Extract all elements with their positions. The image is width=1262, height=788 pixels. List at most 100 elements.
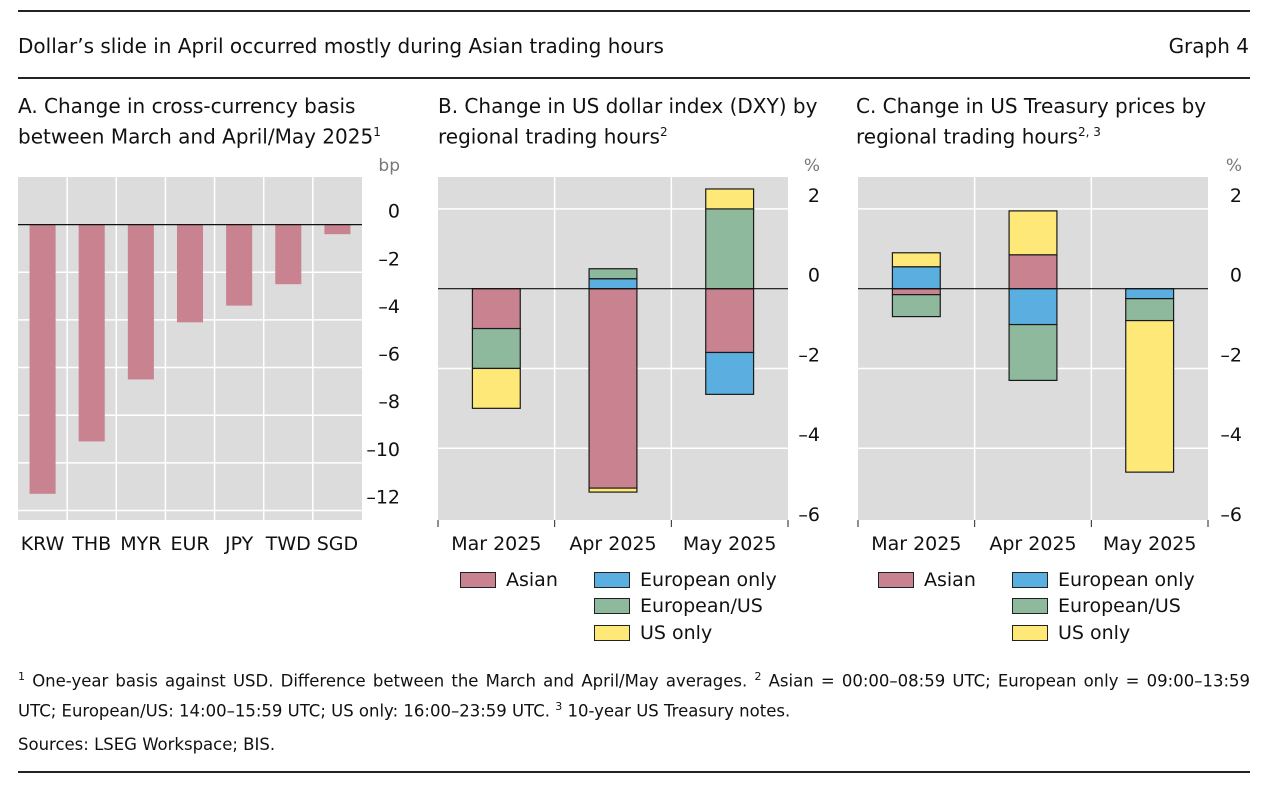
x-category-label: Apr 2025 [989, 533, 1076, 555]
legend-swatch-european-us [1012, 598, 1048, 614]
y-tick-label: –12 [366, 486, 400, 508]
header-rule [18, 77, 1250, 79]
unit-label: bp [378, 156, 400, 176]
legend-b-european-only: European only [594, 569, 777, 591]
legend-label: US only [1058, 622, 1131, 644]
bar-segment-european_us-3 [1125, 298, 1175, 322]
footnote-2: Asian = 00:00–08:59 UTC; European only =… [18, 671, 1251, 721]
x-category-label: MYR [120, 533, 161, 555]
footnote-1-marker: 1 [18, 670, 25, 683]
x-category-label: Mar 2025 [871, 533, 961, 555]
legend-c-us-only: US only [1012, 622, 1130, 644]
legend-swatch-us-only [1012, 625, 1048, 641]
bar-segment-european_only-2 [1008, 288, 1058, 326]
footnote-3: 10-year US Treasury notes. [567, 701, 791, 720]
y-tick-label: 2 [808, 185, 820, 207]
x-category-label: EUR [170, 533, 209, 555]
x-category-label: TWD [265, 533, 311, 555]
legend-label: European only [640, 569, 777, 591]
panel-a-title-text: A. Change in cross-currency basis betwee… [18, 94, 374, 149]
legend-swatch-asian [878, 572, 914, 588]
y-tick-label: –6 [798, 504, 820, 526]
unit-label: % [1226, 156, 1242, 176]
panel-c-footnote-ref: 2, 3 [1077, 125, 1101, 139]
legend-swatch-asian [460, 572, 496, 588]
bar-segment-european_us-2 [588, 268, 638, 280]
bar-segment-european_only-1 [891, 266, 941, 290]
x-category-label: May 2025 [1103, 533, 1197, 555]
y-tick-label: –4 [798, 424, 820, 446]
bar-krw [29, 224, 56, 494]
legend-c-european-us: European/US [1012, 595, 1181, 617]
bar-segment-asian-3 [705, 288, 755, 354]
graph-title: Dollar’s slide in April occurred mostly … [18, 34, 664, 58]
x-category-label: May 2025 [683, 533, 777, 555]
y-tick-label: –6 [1220, 504, 1242, 526]
legend-c-european-only: European only [1012, 569, 1195, 591]
y-tick-label: –8 [378, 391, 400, 413]
x-category-label: KRW [21, 533, 65, 555]
panel-c-title-text: C. Change in US Treasury prices by regio… [856, 94, 1207, 149]
legend-label: Asian [924, 569, 976, 591]
bar-segment-european_us-1 [471, 327, 521, 370]
panel-b-title: B. Change in US dollar index (DXY) by re… [438, 93, 838, 150]
panel-b-footnote-ref: 2 [659, 125, 668, 139]
y-tick-label: 0 [808, 265, 820, 287]
y-tick-label: 2 [1230, 185, 1242, 207]
bar-twd [275, 224, 302, 285]
x-category-label: THB [71, 533, 111, 555]
bar-segment-us_only-3 [1125, 319, 1175, 473]
bar-segment-asian-1 [471, 288, 521, 330]
legend-label: European/US [640, 595, 763, 617]
x-category-label: Apr 2025 [569, 533, 656, 555]
legend-swatch-european-only [1012, 572, 1048, 588]
panel-c-title: C. Change in US Treasury prices by regio… [856, 93, 1256, 150]
chart-a: 0 –2 –4 –6 –8 –10 –12 bp KRW THB MYR EUR JPY TWD SGD [18, 156, 400, 555]
legend-b-asian: Asian [460, 569, 558, 591]
legend-label: European/US [1058, 595, 1181, 617]
panel-a-footnote-ref: 1 [373, 125, 381, 139]
bottom-rule [18, 771, 1250, 773]
legend-swatch-european-us [594, 598, 630, 614]
bar-segment-us_only-1 [891, 252, 941, 268]
x-category-label: JPY [224, 533, 254, 555]
bar-eur [176, 224, 204, 323]
bar-segment-european_only-3 [1125, 288, 1175, 300]
bar-segment-european_only-2 [588, 278, 638, 290]
x-category-label: SGD [317, 533, 358, 555]
legend-label: US only [640, 622, 713, 644]
bar-segment-asian-2 [1008, 254, 1058, 290]
bar-segment-asian-1 [891, 288, 941, 296]
panel-a-title: A. Change in cross-currency basis betwee… [18, 93, 418, 150]
footnote-1: One-year basis against USD. Difference b… [32, 671, 748, 691]
x-category-label: Mar 2025 [451, 533, 541, 555]
footnotes: 1 One-year basis against USD. Difference… [18, 664, 1250, 723]
bar-segment-european_us-2 [1008, 323, 1058, 382]
bar-segment-european_us-3 [705, 208, 755, 290]
legend-b-us-only: US only [594, 622, 712, 644]
y-tick-label: –2 [378, 248, 400, 270]
legend-swatch-european-only [594, 572, 630, 588]
bar-segment-european_only-3 [705, 351, 755, 395]
legend-swatch-us-only [594, 625, 630, 641]
bar-segment-asian-2 [588, 288, 638, 489]
y-tick-label: –4 [1220, 424, 1242, 446]
y-tick-label: 0 [388, 201, 400, 223]
bar-segment-us_only-1 [471, 367, 521, 409]
legend-label: European only [1058, 569, 1195, 591]
bar-jpy [226, 224, 253, 306]
chart-b: 2 0 –2 –4 –6% Mar 2025 Apr 2025 May 2025 [437, 156, 820, 555]
y-tick-label: 0 [1230, 265, 1242, 287]
y-tick-label: –6 [378, 344, 400, 366]
bar-myr [127, 224, 154, 380]
top-rule [18, 10, 1250, 12]
bar-segment-us_only-3 [705, 188, 755, 210]
y-tick-label: –4 [378, 296, 400, 318]
legend-c-asian: Asian [878, 569, 976, 591]
bar-segment-us_only-2 [588, 487, 638, 493]
footnote-3-marker: 3 [555, 699, 563, 713]
y-tick-label: –10 [366, 439, 400, 461]
legend-label: Asian [506, 569, 558, 591]
y-tick-label: –2 [1220, 344, 1242, 366]
graph-number: Graph 4 [1168, 34, 1249, 58]
